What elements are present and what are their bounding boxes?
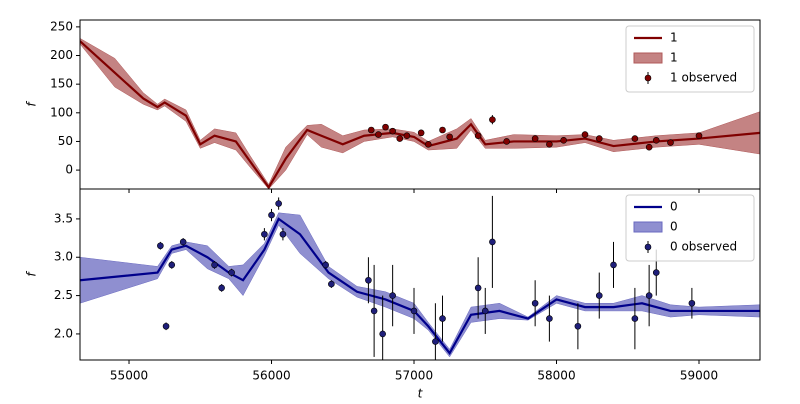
y-axis-label: f	[25, 271, 39, 277]
observed-point	[652, 137, 660, 144]
legend-swatch	[644, 74, 652, 82]
observed-point	[667, 139, 674, 146]
observed-point	[481, 307, 489, 315]
x-axis-label: t	[418, 387, 424, 401]
legend-label: 0	[670, 220, 678, 234]
observed-point	[279, 230, 287, 238]
plot-area	[80, 195, 760, 360]
legend: 0 0 0 observed	[625, 194, 755, 262]
observed-point	[179, 238, 187, 246]
observed-point	[645, 292, 653, 299]
y-tick-label: 50	[58, 134, 73, 148]
observed-point	[489, 238, 496, 246]
observed-point	[261, 230, 268, 238]
legend-swatch	[644, 243, 652, 251]
observed-point	[631, 315, 639, 322]
observed-point	[389, 292, 396, 299]
observed-point	[168, 261, 176, 269]
observed-point	[610, 261, 617, 269]
y-axis-label: f	[25, 101, 39, 107]
legend-label: 0	[670, 200, 678, 214]
observed-point	[688, 299, 696, 307]
observed-point	[439, 315, 446, 322]
observed-point	[228, 269, 235, 276]
observed-point	[382, 123, 389, 131]
y-tick-label: 150	[50, 77, 73, 91]
y-tick-label: 3.5	[54, 211, 73, 225]
observed-point	[410, 307, 418, 315]
observed-point	[474, 284, 482, 292]
legend-label: 1	[670, 31, 678, 45]
observed-point	[211, 261, 218, 269]
y-tick-label: 200	[50, 48, 73, 62]
observed-point	[503, 138, 510, 145]
observed-point	[389, 127, 396, 135]
observed-point	[581, 131, 589, 138]
observed-point	[396, 135, 404, 142]
observed-point	[531, 299, 539, 307]
x-tick-label: 57000	[395, 369, 433, 383]
legend-label: 1	[670, 51, 678, 65]
model-line	[80, 217, 760, 356]
legend-swatch	[633, 52, 663, 64]
legend-frame	[625, 194, 755, 262]
observed-point	[162, 322, 170, 330]
y-tick-label: 100	[50, 105, 73, 119]
y-tick-label: 2.0	[54, 326, 73, 340]
uncertainty-band	[80, 38, 760, 189]
observed-point	[157, 242, 164, 250]
x-tick-label: 55000	[110, 369, 148, 383]
observed-point	[631, 135, 639, 142]
x-tick-label: 56000	[252, 369, 290, 383]
x-tick-label: 59000	[680, 369, 718, 383]
observed-point	[367, 126, 375, 134]
observed-point	[370, 307, 378, 315]
observed-point	[403, 132, 411, 140]
observed-point	[218, 284, 225, 292]
observed-point	[365, 276, 372, 284]
observed-point	[439, 126, 446, 134]
uncertainty-band	[80, 212, 760, 358]
observed-point	[595, 292, 603, 299]
x-tick-label: 58000	[537, 369, 575, 383]
observed-point	[275, 200, 282, 207]
observed-point	[328, 280, 335, 288]
y-tick-label: 2.5	[54, 288, 73, 302]
observed-point	[268, 211, 275, 219]
observed-point	[546, 141, 553, 148]
observed-point	[379, 330, 386, 338]
legend-swatch	[633, 221, 663, 233]
observed-point	[546, 315, 553, 322]
observed-point	[595, 135, 603, 142]
y-tick-label: 0	[65, 163, 73, 177]
observed-point	[560, 137, 567, 144]
observed-point	[322, 261, 329, 269]
observed-point	[446, 133, 453, 141]
legend-label: 1 observed	[670, 71, 737, 85]
observed-point	[432, 338, 439, 345]
observed-point	[574, 322, 582, 330]
legend-frame	[625, 25, 755, 93]
plot-area	[80, 38, 760, 189]
observed-point	[695, 132, 703, 140]
observed-point	[652, 269, 660, 276]
observed-point	[375, 131, 382, 138]
y-tick-label: 250	[50, 19, 73, 33]
observed-point	[424, 141, 432, 148]
observed-point	[645, 143, 653, 151]
y-tick-label: 3.0	[54, 250, 73, 264]
legend-label: 0 observed	[670, 240, 737, 254]
observed-point	[531, 135, 539, 142]
axes-frame	[79, 188, 761, 361]
observed-point	[489, 116, 496, 123]
observed-point	[474, 132, 482, 140]
observed-point	[417, 129, 425, 137]
legend: 1 1 1 observed	[625, 25, 755, 93]
